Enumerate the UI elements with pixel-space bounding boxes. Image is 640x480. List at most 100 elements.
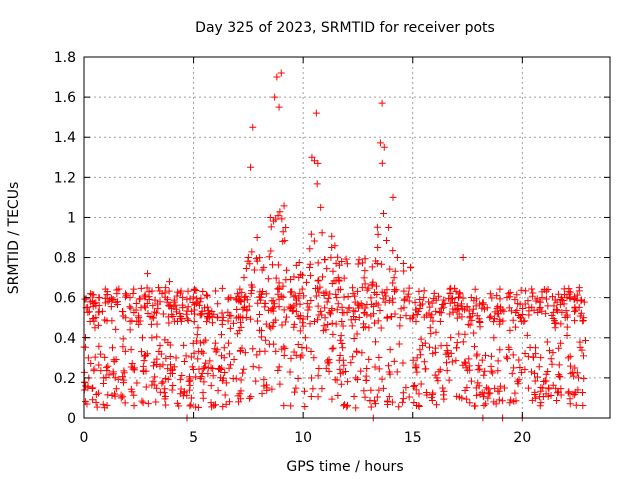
data-point	[329, 330, 337, 338]
data-point	[246, 394, 254, 402]
chart-title: Day 325 of 2023, SRMTID for receiver pot…	[195, 20, 495, 36]
data-point	[491, 315, 499, 323]
data-point	[471, 343, 479, 351]
y-tick-label: 0.4	[54, 331, 76, 347]
data-point	[412, 318, 420, 326]
data-point	[212, 348, 220, 356]
data-point	[186, 381, 194, 389]
data-point	[506, 293, 514, 301]
data-point	[373, 290, 381, 298]
data-point	[429, 389, 437, 397]
data-point	[120, 367, 128, 375]
data-point	[230, 319, 238, 327]
data-point	[139, 367, 147, 375]
data-point	[300, 387, 308, 395]
data-point	[563, 294, 571, 302]
data-point	[211, 339, 219, 347]
y-tick-label: 0	[67, 411, 76, 427]
data-point	[538, 307, 546, 315]
data-point	[579, 401, 587, 409]
data-point	[165, 302, 173, 310]
data-point	[281, 345, 289, 353]
data-point	[249, 123, 257, 131]
data-point	[481, 351, 489, 359]
data-point	[452, 357, 460, 365]
data-point	[239, 305, 247, 313]
data-point	[199, 365, 207, 373]
y-tick-label: 0.2	[54, 371, 76, 387]
data-point	[541, 377, 549, 385]
data-point	[555, 344, 563, 352]
data-point	[318, 311, 326, 319]
data-point	[385, 362, 393, 370]
data-point	[165, 278, 173, 286]
data-point	[486, 290, 494, 298]
data-point	[566, 395, 574, 403]
data-point	[405, 290, 413, 298]
data-point	[560, 285, 568, 293]
data-point	[332, 320, 340, 328]
data-point	[467, 377, 475, 385]
data-point	[198, 307, 206, 315]
data-point	[523, 331, 531, 339]
data-point	[163, 298, 171, 306]
data-point	[479, 299, 487, 307]
data-point	[571, 303, 579, 311]
data-point	[358, 349, 366, 357]
data-point	[129, 365, 137, 373]
data-point	[339, 368, 347, 376]
data-point	[513, 291, 521, 299]
y-tick-label: 1.6	[54, 90, 76, 106]
data-point	[565, 388, 573, 396]
data-point	[232, 375, 240, 383]
data-point	[177, 289, 185, 297]
data-point	[130, 366, 138, 374]
data-point	[393, 368, 401, 376]
data-point	[375, 354, 383, 362]
data-point	[478, 304, 486, 312]
data-point	[461, 358, 469, 366]
data-point	[162, 374, 170, 382]
data-point	[349, 290, 357, 298]
data-point	[570, 293, 578, 301]
data-point	[495, 396, 503, 404]
data-point	[480, 402, 488, 410]
data-point	[92, 390, 100, 398]
data-point	[458, 305, 466, 313]
data-point	[268, 385, 276, 393]
data-point	[87, 360, 95, 368]
x-tick-label: 10	[294, 430, 312, 446]
data-point	[400, 287, 408, 295]
data-point	[528, 292, 536, 300]
data-point	[473, 352, 481, 360]
data-point	[149, 377, 157, 385]
data-point	[517, 286, 525, 294]
data-point	[170, 303, 178, 311]
data-point	[230, 355, 238, 363]
data-point	[236, 285, 244, 293]
data-point	[546, 347, 554, 355]
data-point	[132, 306, 140, 314]
data-point	[547, 355, 555, 363]
data-point	[480, 389, 488, 397]
data-point	[162, 401, 170, 409]
data-point	[352, 404, 360, 412]
data-point	[314, 393, 322, 401]
data-point	[417, 335, 425, 343]
data-point	[176, 376, 184, 384]
data-point	[180, 389, 188, 397]
data-point	[269, 297, 277, 305]
data-point	[253, 234, 261, 241]
data-point	[433, 401, 441, 409]
data-point	[389, 193, 397, 201]
data-point	[443, 367, 451, 375]
data-point	[93, 403, 101, 411]
data-point	[200, 378, 208, 386]
data-point	[361, 393, 369, 401]
data-point	[106, 296, 114, 304]
data-point	[429, 350, 437, 358]
data-point	[332, 290, 340, 298]
data-point	[378, 375, 386, 383]
data-point	[303, 313, 311, 321]
data-point	[348, 322, 356, 330]
